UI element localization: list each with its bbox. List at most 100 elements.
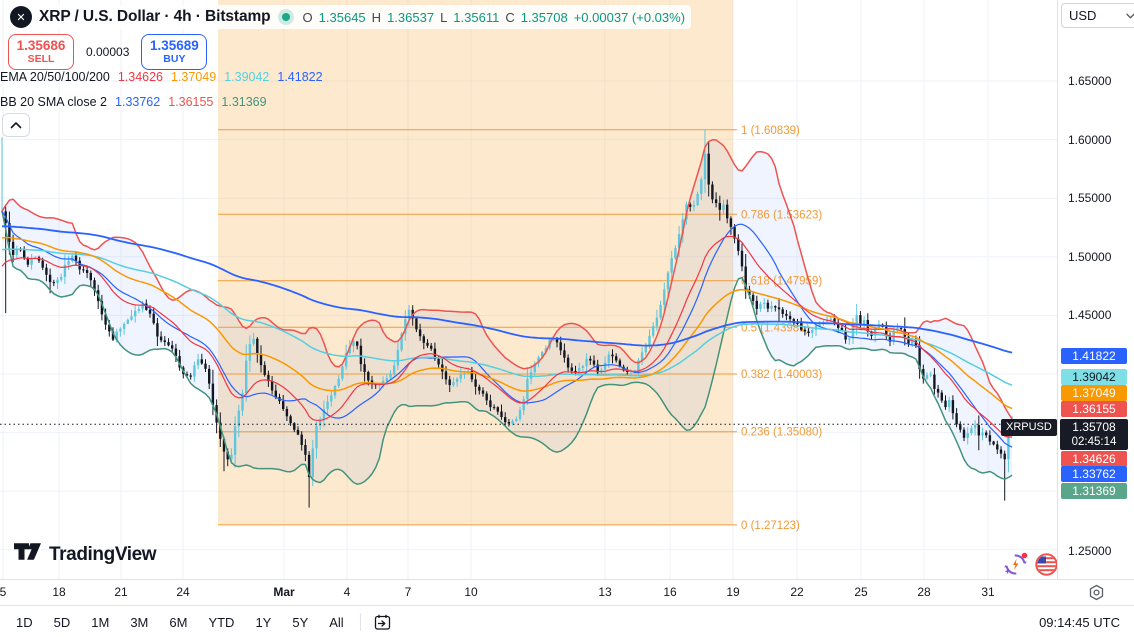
bb-label: BB 20 SMA close 2 [0, 94, 108, 109]
bollinger-fill [2, 139, 1013, 485]
symbol-price-tag: XRPUSD [1001, 419, 1057, 436]
bb-values: 1.33762 1.36155 1.31369 [115, 95, 267, 109]
calendar-icon [374, 614, 390, 630]
price-indicator-label: 1.39042 [1061, 369, 1127, 385]
fib-level-label: 0 (1.27123) [741, 520, 800, 532]
range-button-5y[interactable]: 5Y [292, 614, 309, 630]
symbol-title[interactable]: XRP / U.S. Dollar · 4h · Bitstamp [39, 8, 271, 25]
chart-legend: ✕ XRP / U.S. Dollar · 4h · Bitstamp O 1.3… [8, 5, 692, 70]
tradingview-logo-text: TradingView [49, 543, 157, 565]
axis-settings-gear-icon[interactable] [1088, 584, 1105, 601]
indicator-value: 1.34626 [117, 69, 163, 84]
collapse-legend-button[interactable] [2, 113, 30, 137]
fib-level-label: 1 (1.60839) [741, 125, 800, 137]
buy-price: 1.35689 [149, 38, 199, 54]
currency-dropdown[interactable]: USD [1061, 3, 1134, 28]
price-axis[interactable]: 1.65000 1.60000 1.55000 1.50000 1.45000 1.250… [1057, 0, 1134, 579]
price-tick-label: 1.60000 [1068, 132, 1112, 147]
go-to-date-button[interactable] [373, 613, 392, 632]
ema-values: 1.34626 1.37049 1.39042 1.41822 [118, 70, 323, 84]
chart-pane[interactable]: 1 (1.60839) 0.786 (1.53623) 0.618 (1.47959… [0, 0, 1057, 579]
price-indicator-label: 1.41822 [1061, 348, 1127, 364]
time-tick-label: 31 [981, 585, 995, 599]
fib-level-label: 0.382 (1.40003) [741, 369, 822, 381]
change-value: +0.00037 (+0.03%) [573, 9, 686, 25]
range-button-3m[interactable]: 3M [130, 614, 149, 630]
time-tick-label: 4 [343, 585, 351, 599]
time-tick-label: 25 [854, 585, 868, 599]
price-indicator-label: 1.31369 [1061, 483, 1127, 499]
ohlc-values: O 1.35645 H 1.36537 L 1.35611 C 1.35708 +0.00037… [303, 10, 685, 25]
indicator-value: 1.37049 [171, 69, 217, 84]
range-button-ytd[interactable]: YTD [208, 614, 235, 630]
ai-magic-icon[interactable] [1002, 551, 1029, 578]
sell-button[interactable]: 1.35686 SELL [8, 34, 74, 70]
ohlc-value: 1.35708 [520, 9, 568, 25]
price-tick-label: 1.45000 [1068, 308, 1112, 323]
fib-band-fill [218, 0, 733, 525]
gridlines [0, 0, 1057, 579]
time-tick-label: 21 [114, 585, 128, 599]
time-tick-label: 22 [790, 585, 804, 599]
candlesticks [0, 129, 1014, 508]
ohlc-value: 1.35611 [453, 9, 500, 25]
ohlc-value: 1.36537 [387, 9, 435, 25]
current-price-value: 1.35708 [1072, 420, 1116, 434]
utc-clock[interactable]: 09:14:45 UTC [1039, 614, 1120, 630]
candlestick-chart[interactable]: 1 (1.60839) 0.786 (1.53623) 0.618 (1.47959… [0, 0, 1057, 579]
tradingview-attribution[interactable]: TradingView [14, 543, 157, 566]
ohlc-letter: O [302, 9, 313, 25]
range-button-1d[interactable]: 1D [16, 614, 33, 630]
currency-selected: USD [1069, 8, 1097, 23]
sell-label: SELL [27, 52, 55, 65]
price-indicator-label: 1.34626 [1061, 451, 1127, 467]
time-tick-label: 24 [176, 585, 190, 599]
time-tick-label: 19 [726, 585, 740, 599]
price-indicator-label: 1.33762 [1061, 466, 1127, 482]
range-buttons: 1D 5D 1M 3M 6M YTD 1Y 5Y All [0, 613, 346, 632]
xrp-symbol-logo: ✕ [10, 6, 32, 28]
bar-countdown: 02:45:14 [1071, 436, 1117, 448]
time-tick-label: 28 [917, 585, 931, 599]
range-button-1y[interactable]: 1Y [255, 614, 272, 630]
indicator-value: 1.41822 [277, 69, 323, 84]
time-tick-label: 13 [598, 585, 612, 599]
indicator-value: 1.39042 [224, 69, 270, 84]
price-tick-label: 1.65000 [1068, 74, 1112, 88]
indicator-value: 1.33762 [115, 94, 161, 109]
chart-corner-icons [1002, 551, 1057, 578]
ohlc-letter: C [505, 9, 515, 25]
range-button-5d[interactable]: 5D [53, 614, 71, 630]
price-indicator-label: 1.36155 [1061, 401, 1127, 417]
ohlc-letter: H [371, 9, 382, 25]
indicator-value: 1.36155 [168, 94, 214, 109]
symbol-legend-row[interactable]: ✕ XRP / U.S. Dollar · 4h · Bitstamp O 1.3… [8, 5, 692, 29]
time-tick-label: 18 [52, 585, 66, 599]
range-button-all[interactable]: All [329, 614, 344, 630]
fib-level-label: 0.786 (1.53623) [741, 209, 822, 221]
price-tick-label: 1.50000 [1068, 249, 1112, 264]
fib-level-label: 0.618 (1.47959) [741, 276, 822, 288]
time-axis[interactable]: 5 18 21 24 Mar 4 7 10 13 16 19 22 25 28 31 [0, 579, 1134, 606]
market-status-icon[interactable] [277, 9, 294, 25]
indicator-value: 1.31369 [221, 94, 267, 109]
ohlc-value: 1.35645 [318, 9, 366, 25]
bb-legend-row[interactable]: BB 20 SMA close 2 1.33762 1.36155 1.31369 [0, 89, 267, 114]
time-tick-label: 7 [404, 585, 412, 599]
fib-level-label: 0.236 (1.35080) [741, 427, 822, 439]
sell-price: 1.35686 [16, 38, 66, 54]
range-button-1m[interactable]: 1M [91, 614, 110, 630]
flag-icon[interactable] [1034, 552, 1057, 577]
fib-retracement[interactable]: 1 (1.60839) 0.786 (1.53623) 0.618 (1.47959… [218, 125, 822, 532]
chevron-up-icon [10, 122, 22, 129]
ohlc-letter: L [440, 9, 448, 25]
ema-legend-row[interactable]: EMA 20/50/100/200 1.34626 1.37049 1.39042 1… [0, 64, 323, 89]
spread-value: 0.00003 [86, 45, 130, 59]
price-tick-label: 1.55000 [1068, 191, 1112, 206]
chevron-down-icon [1126, 13, 1134, 19]
bottom-toolbar: 1D 5D 1M 3M 6M YTD 1Y 5Y All 09:14:45 UTC [0, 605, 1134, 637]
buy-button[interactable]: 1.35689 BUY [141, 34, 208, 70]
toolbar-divider [359, 613, 361, 631]
range-button-6m[interactable]: 6M [169, 614, 188, 630]
